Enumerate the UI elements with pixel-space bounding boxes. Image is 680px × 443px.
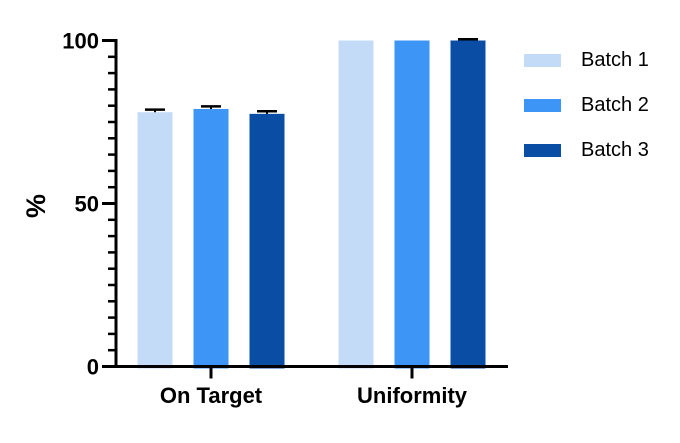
legend-label-1: Batch 1 <box>581 48 649 71</box>
legend: Batch 1 Batch 2 Batch 3 <box>524 48 649 161</box>
y-tick-label: 50 <box>75 192 99 217</box>
bar <box>193 108 229 369</box>
x-category-label: Uniformity <box>357 383 468 408</box>
legend-swatch-2 <box>524 98 561 112</box>
bar <box>249 113 285 369</box>
legend-label-2: Batch 2 <box>581 93 649 116</box>
x-category-label: On Target <box>160 383 263 408</box>
legend-swatch-3 <box>524 143 561 157</box>
bar <box>394 40 430 369</box>
bar <box>338 40 374 369</box>
bar <box>450 40 486 369</box>
legend-row-2: Batch 2 <box>524 93 649 116</box>
bar <box>137 112 173 369</box>
y-tick-label: 0 <box>87 355 99 380</box>
y-tick-label: 100 <box>62 29 99 54</box>
legend-swatch-1 <box>524 53 561 67</box>
legend-row-3: Batch 3 <box>524 138 649 161</box>
legend-label-3: Batch 3 <box>581 138 649 161</box>
legend-row-1: Batch 1 <box>524 48 649 71</box>
